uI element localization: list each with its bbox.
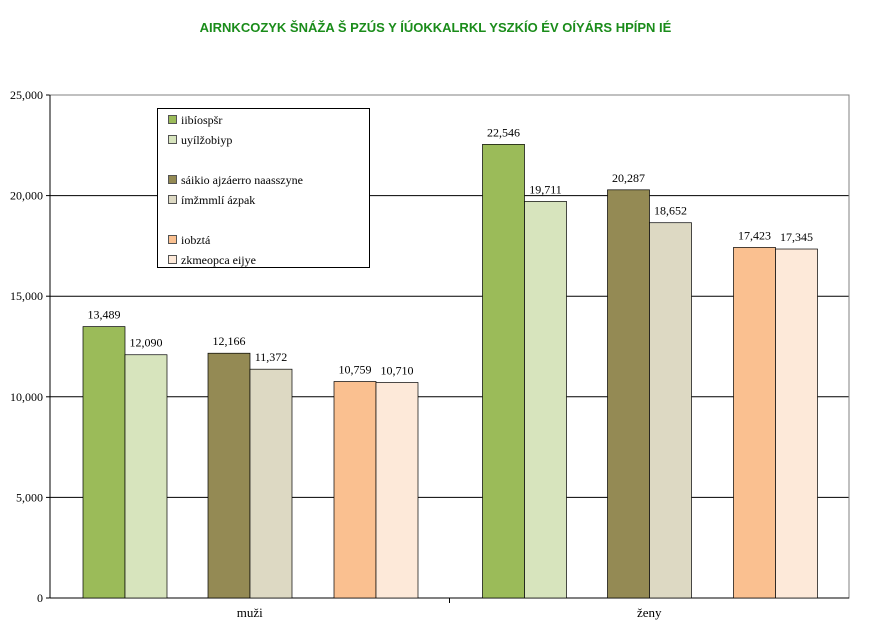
bar xyxy=(482,144,525,599)
bar xyxy=(649,222,692,599)
data-label: 12,090 xyxy=(130,336,163,350)
bar xyxy=(375,382,419,599)
data-label: 17,423 xyxy=(738,228,771,242)
data-label: 13,489 xyxy=(88,308,121,322)
x-category-label: ženy xyxy=(637,605,662,620)
data-label: 12,166 xyxy=(213,334,246,348)
legend-swatch xyxy=(168,255,177,264)
legend-label: uyílžobiyp xyxy=(181,133,233,147)
data-label: 10,759 xyxy=(339,363,372,377)
data-label: 18,652 xyxy=(654,204,687,218)
bar xyxy=(207,352,251,599)
chart-title: AIRNKCOZYK ŠNÁŽA Š PZÚS Y ÍÚOKKALRKL YSZ… xyxy=(199,20,672,35)
legend-label: iobztá xyxy=(181,233,211,247)
legend-label: ímžmmlí ázpak xyxy=(181,193,256,207)
legend-swatch xyxy=(168,175,177,184)
y-tick-label: 5,000 xyxy=(16,490,43,504)
data-label: 20,287 xyxy=(612,171,645,185)
y-tick-label: 25,000 xyxy=(10,88,43,102)
legend-label: iibíospšr xyxy=(181,113,223,127)
legend-label: sáikio ajzáerro naasszyne xyxy=(181,173,303,187)
bar xyxy=(775,248,818,599)
data-label: 17,345 xyxy=(780,230,813,244)
bar xyxy=(333,381,377,599)
legend-swatch xyxy=(168,235,177,244)
chart-legend: iibíospšr uyílžobiyp sáikio ajzáerro naass… xyxy=(157,108,370,268)
data-label: 11,372 xyxy=(255,350,288,364)
x-category-label: muži xyxy=(237,605,263,620)
legend-swatch xyxy=(168,195,177,204)
bar xyxy=(607,189,650,599)
data-label: 22,546 xyxy=(487,125,520,139)
bar xyxy=(249,368,293,599)
legend-swatch xyxy=(168,135,177,144)
y-tick-label: 20,000 xyxy=(10,189,43,203)
legend-label: zkmeopca eijye xyxy=(181,253,256,267)
bar xyxy=(524,201,567,599)
legend-swatch xyxy=(168,115,177,124)
y-tick-label: 10,000 xyxy=(10,390,43,404)
bar xyxy=(733,247,776,599)
data-label: 10,710 xyxy=(381,364,414,378)
y-tick-label: 0 xyxy=(37,591,43,605)
bar xyxy=(82,326,126,599)
data-label: 19,711 xyxy=(529,182,562,196)
bar xyxy=(124,354,168,599)
y-tick-label: 15,000 xyxy=(10,289,43,303)
